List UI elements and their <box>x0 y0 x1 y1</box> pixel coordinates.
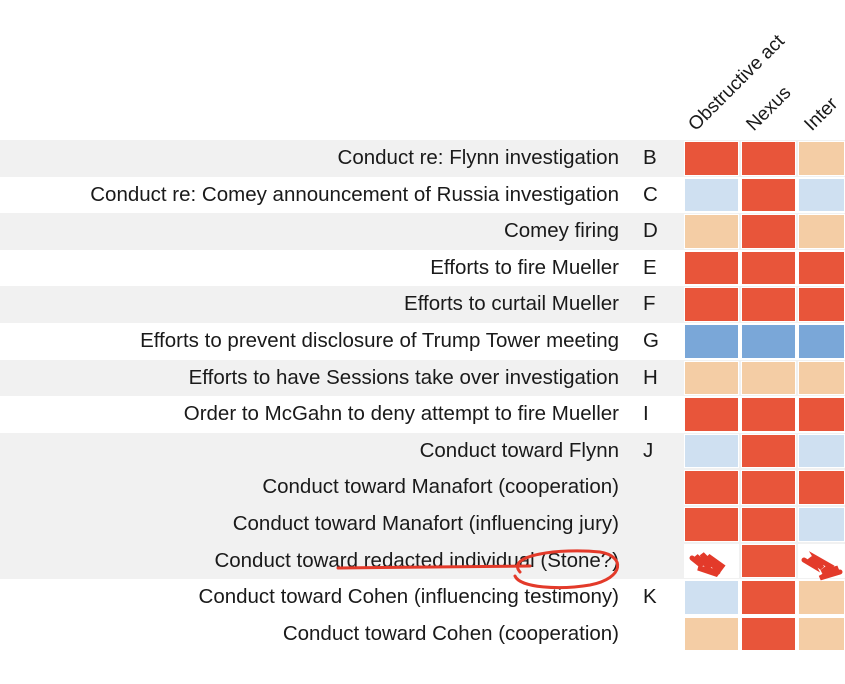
heatmap-row: Conduct re: Flynn investigation B <box>0 140 845 177</box>
heatmap-cell <box>741 433 796 469</box>
row-code: J <box>643 438 654 462</box>
row-code: F <box>643 292 656 316</box>
row-label: Conduct re: Flynn investigation <box>337 146 619 169</box>
heatmap-row: Comey firing D <box>0 213 845 250</box>
heatmap-row: Efforts to have Sessions take over inves… <box>0 359 845 397</box>
heatmap-cell <box>798 506 845 542</box>
heatmap-row: Conduct toward Manafort (cooperation) <box>0 469 845 506</box>
heatmap-row: Conduct toward redacted individual (Ston… <box>0 542 845 580</box>
heatmap-row: Efforts to fire Mueller E <box>0 250 845 287</box>
heatmap-cell <box>684 506 739 542</box>
heatmap-cell <box>684 470 739 505</box>
heatmap-cell <box>798 580 845 615</box>
heatmap-row: Efforts to curtail Mueller F <box>0 286 845 323</box>
row-label: Conduct toward Flynn <box>419 438 619 462</box>
heatmap-cell <box>741 397 796 432</box>
heatmap-cell <box>741 287 796 322</box>
heatmap-cell <box>684 323 739 359</box>
row-label: Conduct toward Manafort (influencing jur… <box>232 511 619 535</box>
heatmap-cell <box>684 433 739 469</box>
row-label: Efforts to curtail Mueller <box>404 292 619 316</box>
heatmap-cell <box>741 250 796 286</box>
heatmap-cell <box>684 616 739 652</box>
row-code: B <box>643 146 657 169</box>
heatmap-cell <box>798 397 845 432</box>
heatmap-cell <box>684 141 739 176</box>
heatmap-cell <box>741 177 796 213</box>
heatmap-row: Efforts to prevent disclosure of Trump T… <box>0 323 845 360</box>
column-header: Obstructive act Nexus Inter <box>0 0 845 140</box>
heatmap-row: Conduct toward Cohen (cooperation) <box>0 616 845 653</box>
heatmap-row: Conduct toward Cohen (influencing testim… <box>0 579 845 616</box>
heatmap-cell <box>741 543 796 579</box>
row-code: C <box>643 182 658 206</box>
heatmap-row: Conduct toward Flynn J <box>0 432 845 470</box>
heatmap-cell <box>741 470 796 505</box>
heatmap-cell <box>798 141 845 176</box>
column-header-obstructive-act: Obstructive act <box>684 30 789 136</box>
heatmap-cell <box>684 397 739 432</box>
heatmap-cell <box>741 360 796 396</box>
row-label: Comey firing <box>503 219 619 243</box>
heatmap-cell <box>741 580 796 615</box>
heatmap-cell <box>741 214 796 249</box>
heatmap-cell <box>798 470 845 505</box>
heatmap-row: Conduct toward Manafort (influencing jur… <box>0 505 845 543</box>
row-code: H <box>643 365 658 389</box>
heatmap-cell <box>684 543 739 579</box>
heatmap-cell <box>798 323 845 359</box>
heatmap-cell <box>741 323 796 359</box>
heatmap-cell <box>798 433 845 469</box>
column-header-nexus: Nexus <box>742 82 796 136</box>
heatmap-cell <box>798 177 845 213</box>
row-code: K <box>643 585 657 609</box>
heatmap-cell <box>684 177 739 213</box>
heatmap-cell <box>798 287 845 322</box>
row-label: Conduct re: Comey announcement of Russia… <box>90 182 619 206</box>
row-label: Conduct toward redacted individual (Ston… <box>214 548 619 572</box>
heatmap-cell <box>798 360 845 396</box>
heatmap-cell <box>798 616 845 652</box>
heatmap-cell <box>798 250 845 286</box>
heatmap-row: Order to McGahn to deny attempt to fire … <box>0 396 845 433</box>
row-code: G <box>643 328 659 352</box>
heatmap-cell <box>684 580 739 615</box>
heatmap-cell <box>798 543 845 579</box>
heatmap-cell <box>741 141 796 176</box>
row-label: Efforts to have Sessions take over inves… <box>188 365 619 389</box>
heatmap-row: Conduct re: Comey announcement of Russia… <box>0 177 845 214</box>
heatmap-cell <box>684 360 739 396</box>
row-label: Conduct toward Cohen (cooperation) <box>282 621 619 645</box>
heatmap-cell <box>684 287 739 322</box>
row-label: Conduct toward Manafort (cooperation) <box>262 475 619 499</box>
heatmap-cell <box>798 214 845 249</box>
row-label: Conduct toward Cohen (influencing testim… <box>198 585 619 609</box>
column-header-intent: Inter <box>800 93 843 136</box>
row-code: D <box>643 219 658 243</box>
row-label: Efforts to fire Mueller <box>430 255 619 279</box>
row-label: Efforts to prevent disclosure of Trump T… <box>140 328 619 352</box>
row-code: I <box>643 402 649 426</box>
row-code: E <box>643 255 657 279</box>
heatmap-cell <box>684 214 739 249</box>
heatmap-cell <box>741 616 796 652</box>
row-label: Order to McGahn to deny attempt to fire … <box>183 402 619 426</box>
heatmap-cell <box>741 506 796 542</box>
heatmap-rows: Conduct re: Flynn investigation B Conduct … <box>0 140 845 652</box>
heatmap-cell <box>684 250 739 286</box>
